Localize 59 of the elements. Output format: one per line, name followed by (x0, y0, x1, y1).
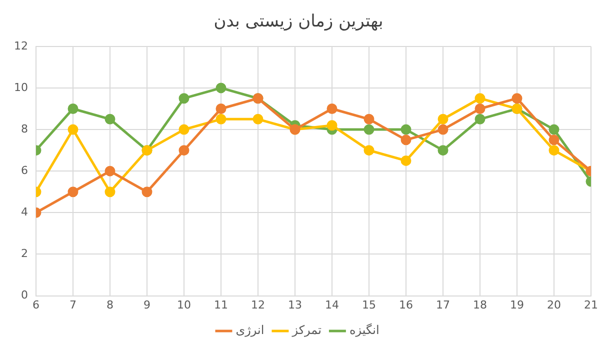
x-tick-label: 12 (251, 298, 265, 312)
point (438, 124, 448, 135)
y-tick-label: 2 (20, 247, 28, 260)
y-tick-label: 8 (20, 122, 28, 136)
point (178, 93, 190, 104)
y-tick-label: 12 (14, 39, 28, 52)
point (364, 114, 374, 124)
point (400, 155, 412, 166)
x-tick-label: 9 (144, 298, 150, 312)
point (178, 145, 190, 156)
point (438, 145, 448, 156)
point (252, 114, 264, 124)
legend-label: انگیزه (349, 323, 380, 338)
x-tick-label: 15 (362, 298, 376, 312)
point (474, 93, 486, 104)
point (512, 93, 522, 104)
x-tick-label: 10 (177, 298, 191, 312)
point (104, 166, 116, 176)
chart-title: بهترین زمان زیستی بدن (214, 12, 384, 32)
legend-label: تمرکز (291, 323, 322, 338)
point (178, 124, 190, 135)
point (548, 145, 560, 156)
x-tick-label: 7 (69, 298, 76, 312)
y-tick-label: 6 (20, 164, 28, 177)
point (438, 114, 448, 124)
point (216, 82, 226, 94)
point (68, 186, 78, 198)
point (142, 186, 152, 198)
point (104, 186, 116, 198)
x-tick-label: 19 (510, 298, 524, 312)
legend-label: انرژی (236, 323, 264, 338)
point (400, 124, 412, 135)
point (68, 124, 78, 135)
x-tick-label: 13 (288, 298, 302, 312)
y-tick-label: 10 (14, 80, 28, 94)
y-tick-label: 4 (20, 206, 28, 219)
x-tick-label: 11 (214, 298, 228, 312)
x-tick-label: 17 (436, 298, 450, 312)
point (364, 145, 374, 156)
point (326, 104, 338, 114)
point (216, 104, 226, 114)
point (364, 124, 374, 135)
point (104, 114, 116, 124)
point (326, 120, 338, 131)
point (474, 114, 486, 124)
x-tick-label: 6 (32, 298, 40, 312)
x-tick-label: 8 (106, 298, 114, 312)
y-tick-label: 0 (20, 288, 28, 302)
point (548, 124, 560, 135)
x-tick-label: 21 (584, 298, 598, 312)
point (400, 134, 412, 146)
x-tick-label: 16 (399, 298, 413, 312)
point (68, 104, 78, 114)
x-tick-label: 14 (325, 298, 339, 312)
point (548, 134, 560, 146)
point (216, 114, 226, 124)
x-tick-label: 18 (473, 298, 487, 312)
point (474, 104, 486, 114)
x-tick-label: 20 (547, 298, 561, 312)
